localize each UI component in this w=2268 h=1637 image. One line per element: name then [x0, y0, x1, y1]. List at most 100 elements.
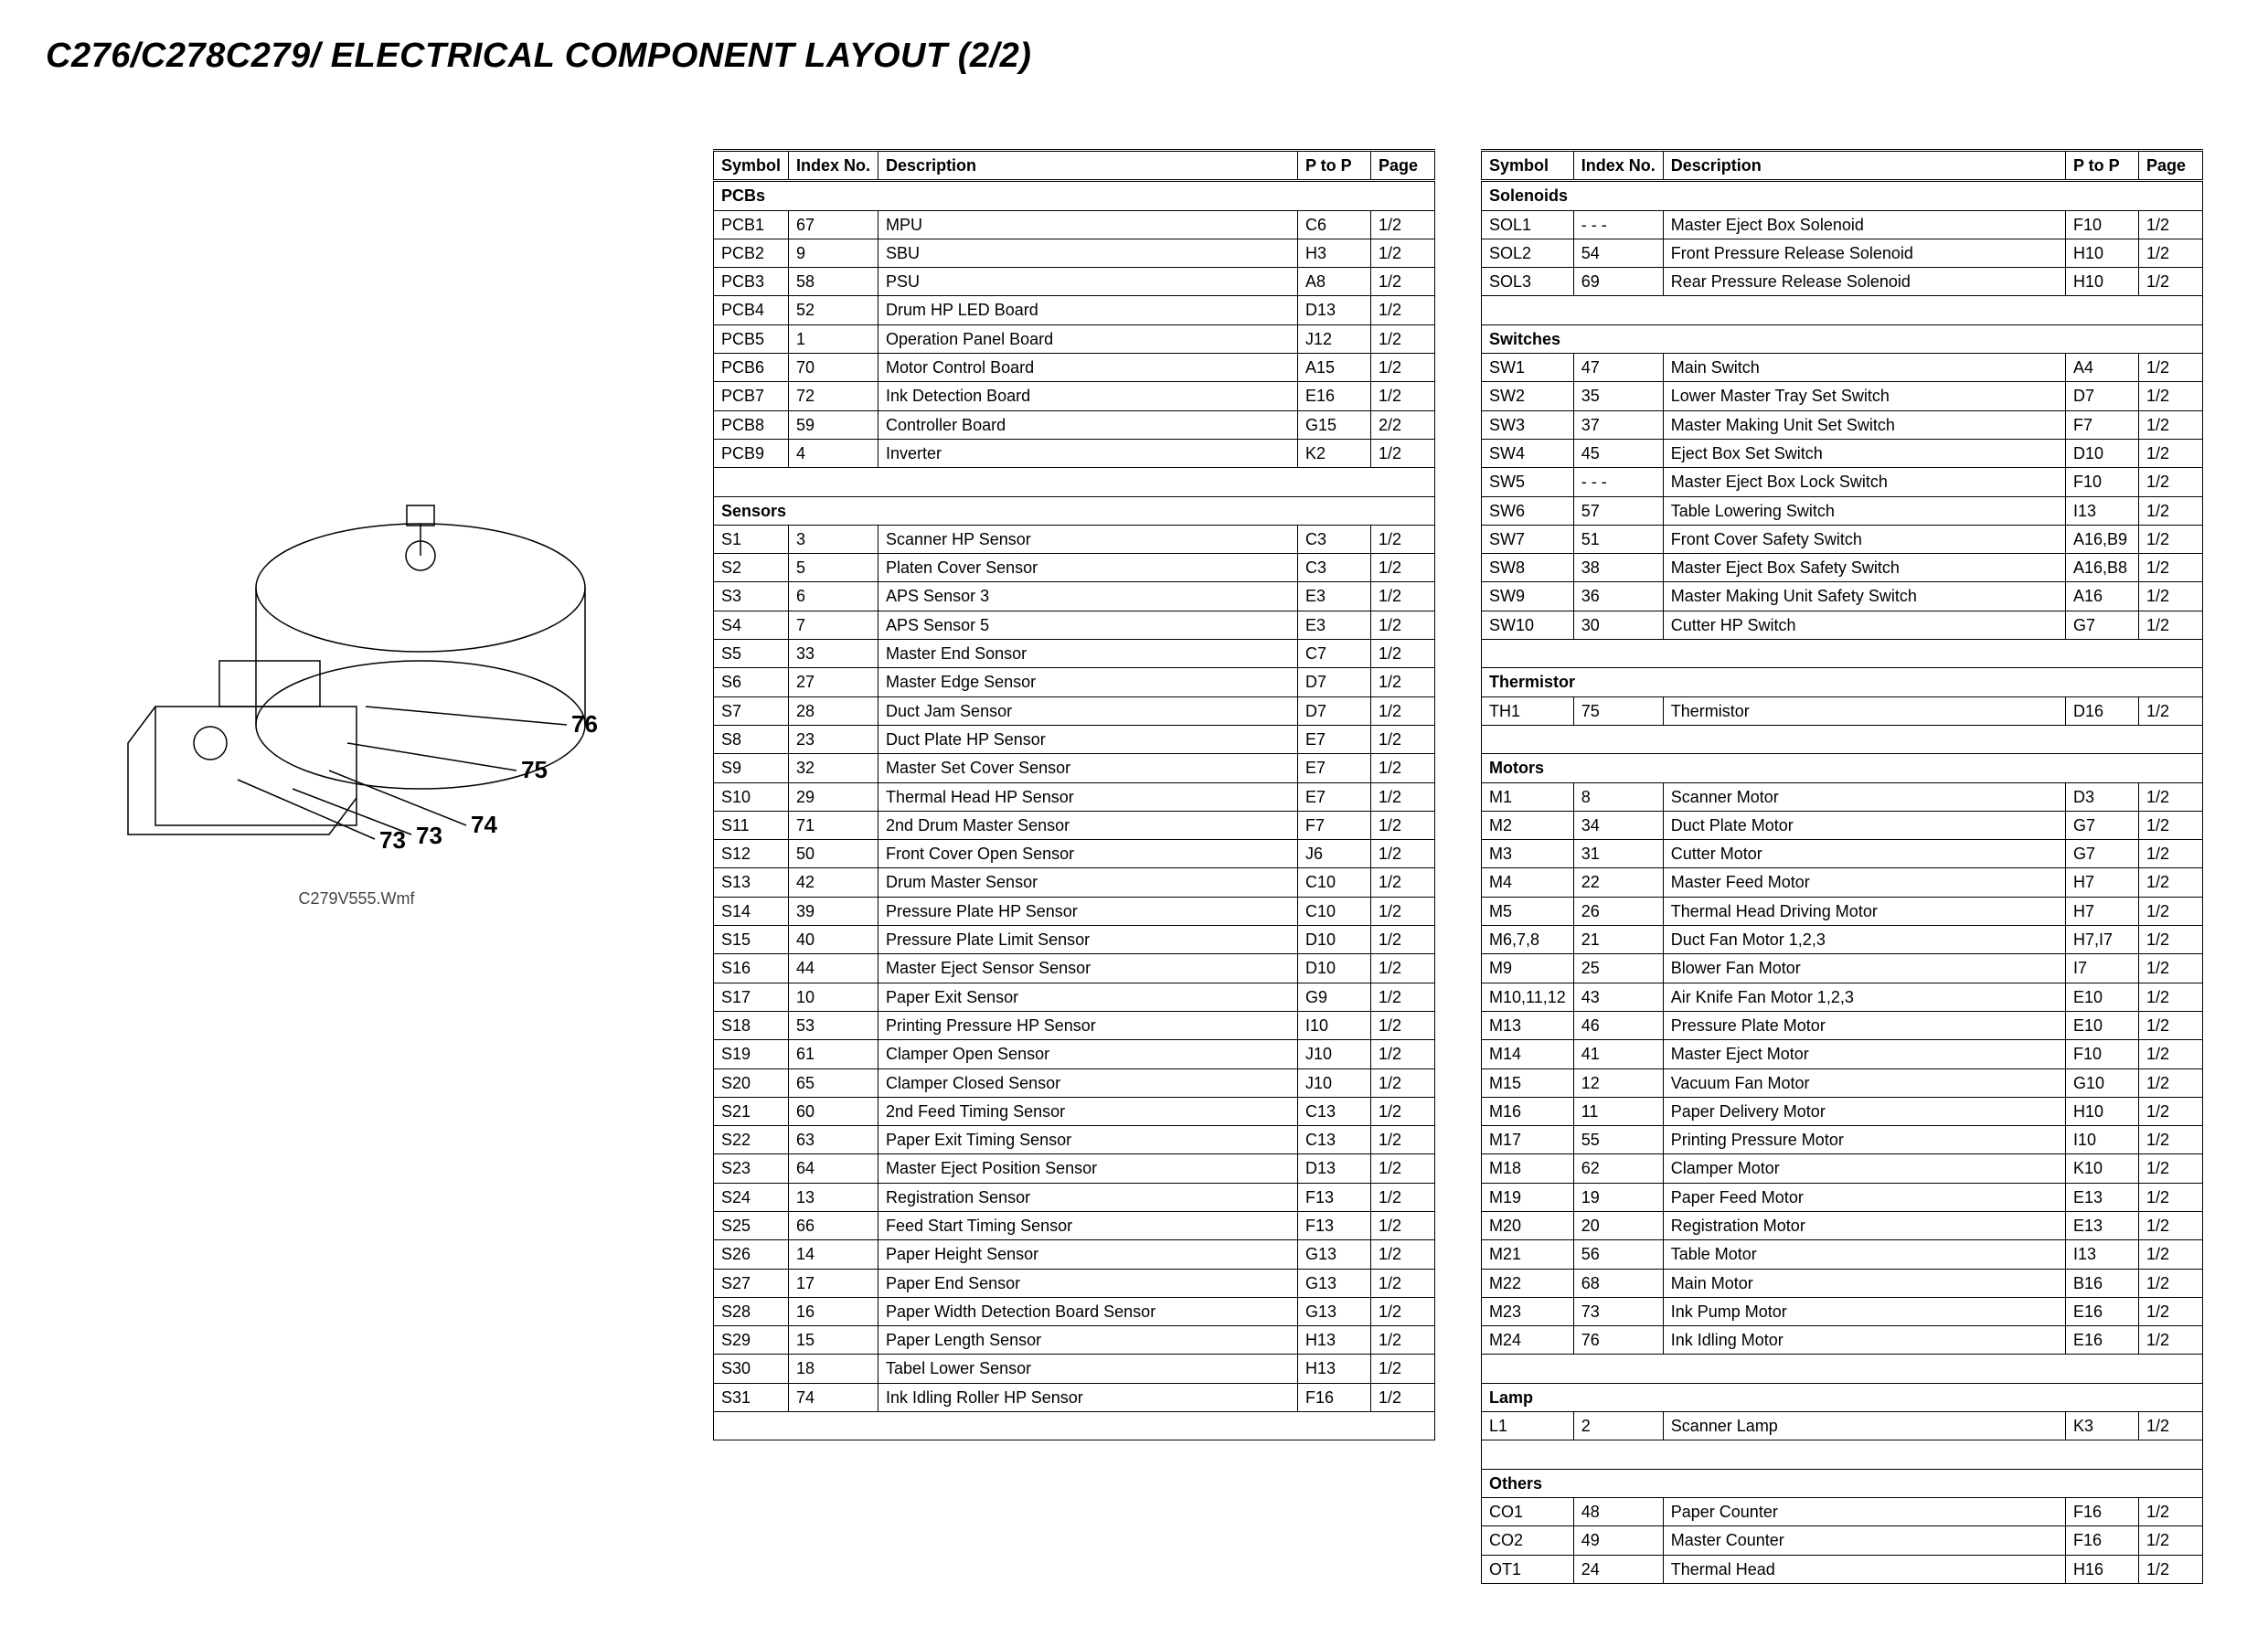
table-row: S2065Clamper Closed SensorJ101/2 [714, 1068, 1435, 1097]
table-row: SOL369Rear Pressure Release SolenoidH101… [1482, 268, 2203, 296]
table-row: PCB772Ink Detection BoardE161/2 [714, 382, 1435, 410]
table-row: M1919Paper Feed MotorE131/2 [1482, 1183, 2203, 1211]
table-row: M1512Vacuum Fan MotorG101/2 [1482, 1068, 2203, 1097]
table-row: SW751Front Cover Safety SwitchA16,B91/2 [1482, 525, 2203, 553]
table-row: S1439Pressure Plate HP SensorC101/2 [714, 897, 1435, 925]
table-row: S1250Front Cover Open SensorJ61/2 [714, 840, 1435, 868]
table-row: M1346Pressure Plate MotorE101/2 [1482, 1011, 2203, 1039]
table-row: M422Master Feed MotorH71/2 [1482, 868, 2203, 897]
callout-75: 75 [521, 756, 548, 783]
table-row: M2156Table MotorI131/2 [1482, 1240, 2203, 1269]
section-header: Switches [1482, 324, 2203, 353]
section-header: Lamp [1482, 1383, 2203, 1411]
table-row: M526Thermal Head Driving MotorH71/2 [1482, 897, 2203, 925]
table-row: PCB51Operation Panel BoardJ121/2 [714, 324, 1435, 353]
table-row: M2268Main MotorB161/2 [1482, 1269, 2203, 1297]
table-row: SW657Table Lowering SwitchI131/2 [1482, 496, 2203, 525]
section-header: Thermistor [1482, 668, 2203, 696]
table-row: PCB167MPUC61/2 [714, 210, 1435, 239]
table-row: S533Master End SonsorC71/2 [714, 640, 1435, 668]
table-row: M18Scanner MotorD31/2 [1482, 782, 2203, 811]
table-row: SW5- - -Master Eject Box Lock SwitchF101… [1482, 468, 2203, 496]
table-row: S1853Printing Pressure HP SensorI101/2 [714, 1011, 1435, 1039]
diagram-caption: C279V555.Wmf [46, 889, 667, 909]
table-row: S3018Tabel Lower SensorH131/2 [714, 1355, 1435, 1383]
table-row: SW445Eject Box Set SwitchD101/2 [1482, 439, 2203, 467]
section-header: Others [1482, 1469, 2203, 1497]
table-row: S13Scanner HP SensorC31/2 [714, 525, 1435, 553]
table-row: SW147Main SwitchA41/2 [1482, 354, 2203, 382]
table-row: S2614Paper Height SensorG131/2 [714, 1240, 1435, 1269]
table-row: S2915Paper Length SensorH131/2 [714, 1326, 1435, 1355]
table-row: SOL1- - -Master Eject Box SolenoidF101/2 [1482, 210, 2203, 239]
table-row: SW1030Cutter HP SwitchG71/2 [1482, 611, 2203, 639]
table-row: M1862Clamper MotorK101/2 [1482, 1154, 2203, 1183]
section-header: Motors [1482, 754, 2203, 782]
table-row: S932Master Set Cover SensorE71/2 [714, 754, 1435, 782]
column-header: P to P [1298, 151, 1371, 181]
component-table-right: SymbolIndex No.DescriptionP to PPageSole… [1481, 149, 2203, 1584]
table-row: M925Blower Fan MotorI71/2 [1482, 954, 2203, 983]
column-header: P to P [2066, 151, 2139, 181]
table-row: CO249Master CounterF161/2 [1482, 1526, 2203, 1555]
table-row: PCB859Controller BoardG152/2 [714, 410, 1435, 439]
table-row: S2717Paper End SensorG131/2 [714, 1269, 1435, 1297]
table-row: M6,7,821Duct Fan Motor 1,2,3H7,I71/2 [1482, 926, 2203, 954]
component-table-left: SymbolIndex No.DescriptionP to PPagePCBs… [713, 149, 1435, 1440]
drum-unit-line-art-icon: 73 73 74 75 76 [101, 469, 612, 853]
table-row: CO148Paper CounterF161/2 [1482, 1497, 2203, 1525]
left-table-column: SymbolIndex No.DescriptionP to PPagePCBs… [713, 149, 1435, 1600]
main-layout: 73 73 74 75 76 C279V555.Wmf SymbolIndex … [46, 149, 2222, 1600]
table-row: S1644Master Eject Sensor SensorD101/2 [714, 954, 1435, 983]
table-row: M10,11,1243Air Knife Fan Motor 1,2,3E101… [1482, 983, 2203, 1011]
callout-73b: 73 [416, 822, 442, 849]
table-row: M2476Ink Idling MotorE161/2 [1482, 1326, 2203, 1355]
callout-74: 74 [471, 811, 497, 838]
table-row: S1540Pressure Plate Limit SensorD101/2 [714, 926, 1435, 954]
table-row: S11712nd Drum Master SensorF71/2 [714, 811, 1435, 839]
table-row: S1961Clamper Open SensorJ101/2 [714, 1040, 1435, 1068]
tables-wrap: SymbolIndex No.DescriptionP to PPagePCBs… [713, 149, 2222, 1600]
column-header: Symbol [1482, 151, 1574, 181]
table-row: S47APS Sensor 5E31/2 [714, 611, 1435, 639]
table-row: PCB358PSUA81/2 [714, 268, 1435, 296]
page-title: C276/C278C279/ ELECTRICAL COMPONENT LAYO… [46, 37, 2222, 76]
table-row: S728Duct Jam SensorD71/2 [714, 696, 1435, 725]
column-header: Index No. [789, 151, 878, 181]
table-row: S2816Paper Width Detection Board SensorG… [714, 1297, 1435, 1325]
table-row: S21602nd Feed Timing SensorC131/2 [714, 1097, 1435, 1125]
table-row: PCB94InverterK21/2 [714, 439, 1435, 467]
table-row: M234Duct Plate MotorG71/2 [1482, 811, 2203, 839]
table-row: S1029Thermal Head HP SensorE71/2 [714, 782, 1435, 811]
column-header: Page [1371, 151, 1435, 181]
table-row: SW337Master Making Unit Set SwitchF71/2 [1482, 410, 2203, 439]
table-row: M1441Master Eject MotorF101/2 [1482, 1040, 2203, 1068]
table-row: S1710Paper Exit SensorG91/2 [714, 983, 1435, 1011]
table-row: M1755Printing Pressure MotorI101/2 [1482, 1126, 2203, 1154]
technical-diagram: 73 73 74 75 76 [101, 469, 612, 853]
table-row: L12Scanner LampK31/2 [1482, 1412, 2203, 1440]
table-row: M2373Ink Pump MotorE161/2 [1482, 1297, 2203, 1325]
table-row: S2566Feed Start Timing SensorF131/2 [714, 1211, 1435, 1239]
table-row: OT124Thermal HeadH161/2 [1482, 1555, 2203, 1583]
table-row: S627Master Edge SensorD71/2 [714, 668, 1435, 696]
column-header: Index No. [1573, 151, 1663, 181]
table-row: PCB670Motor Control BoardA151/2 [714, 354, 1435, 382]
table-row: TH175ThermistorD161/2 [1482, 696, 2203, 725]
diagram-column: 73 73 74 75 76 C279V555.Wmf [46, 149, 667, 909]
section-header: PCBs [714, 181, 1435, 210]
table-row: SW235Lower Master Tray Set SwitchD71/2 [1482, 382, 2203, 410]
callout-76: 76 [571, 710, 598, 738]
column-header: Symbol [714, 151, 789, 181]
table-row: S2413Registration SensorF131/2 [714, 1183, 1435, 1211]
table-row: SW838Master Eject Box Safety SwitchA16,B… [1482, 554, 2203, 582]
table-row: S823Duct Plate HP SensorE71/2 [714, 725, 1435, 753]
table-row: S2263Paper Exit Timing SensorC131/2 [714, 1126, 1435, 1154]
table-row: SOL254Front Pressure Release SolenoidH10… [1482, 239, 2203, 267]
table-row: S25Platen Cover SensorC31/2 [714, 554, 1435, 582]
section-header: Solenoids [1482, 181, 2203, 210]
table-row: S2364Master Eject Position SensorD131/2 [714, 1154, 1435, 1183]
callout-73a: 73 [379, 826, 406, 853]
table-row: M331Cutter MotorG71/2 [1482, 840, 2203, 868]
table-row: PCB29SBUH31/2 [714, 239, 1435, 267]
